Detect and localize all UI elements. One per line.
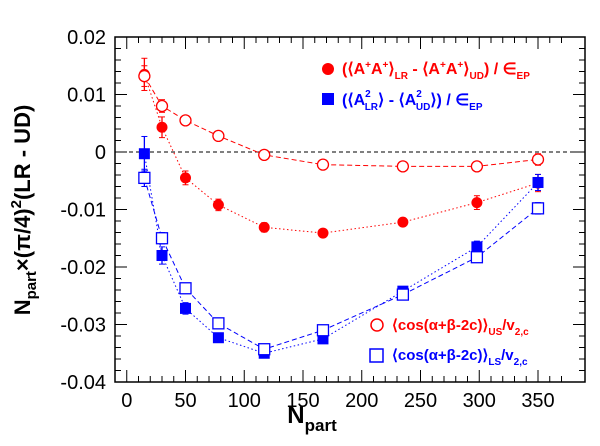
y-tick-label: -0.04 (60, 372, 106, 394)
data-point (138, 148, 150, 160)
x-axis-title: Npart (287, 402, 337, 435)
data-point (138, 171, 151, 185)
data-point (396, 288, 410, 301)
y-tick-label: -0.01 (60, 200, 106, 222)
y-tick-label: 0 (95, 142, 106, 164)
y-tick-label: 0.02 (67, 27, 106, 49)
data-point (212, 199, 224, 211)
data-point (531, 202, 545, 215)
data-point (317, 227, 329, 239)
x-tick-label: 150 (286, 390, 319, 412)
legend-marker-filled-square (322, 93, 334, 105)
data-point (316, 158, 330, 171)
x-tick-label: 200 (345, 390, 378, 412)
legend-item-red-filled: (⟨A+A+⟩LR - ⟨A+A+⟩UD) / ∈EP (322, 60, 530, 82)
legend-marker-open-circle (370, 318, 384, 332)
tick-layer: 0 50 100 150 200 250 300 350 -0.04 -0.03 -0.02 -0.0… (60, 27, 585, 412)
legend-marker-filled-circle (322, 63, 334, 75)
series-open-square (138, 168, 545, 356)
data-point (212, 332, 224, 344)
data-point (138, 69, 151, 83)
data-point (317, 333, 329, 345)
legend-label-red-filled: (⟨A+A+⟩LR - ⟨A+A+⟩UD) / ∈EP (342, 60, 530, 82)
data-point (179, 114, 192, 127)
x-tick-label: 350 (521, 390, 554, 412)
x-tick-label: 0 (121, 390, 132, 412)
series-line (143, 153, 539, 354)
data-point (180, 302, 191, 314)
data-point (258, 221, 270, 233)
data-point (316, 324, 330, 337)
data-point (396, 160, 410, 173)
x-tick-label: 300 (463, 390, 496, 412)
series-open-circle (138, 65, 545, 173)
data-point (212, 129, 225, 143)
data-point (155, 99, 169, 113)
data-point (156, 250, 168, 261)
x-tick-label: 100 (228, 390, 261, 412)
data-point (471, 241, 483, 253)
series-layer (138, 57, 545, 359)
data-point (156, 121, 168, 133)
y-tick-label: 0.01 (67, 85, 106, 107)
data-point (531, 153, 545, 166)
data-point (470, 160, 484, 173)
data-point (155, 232, 169, 245)
y-axis-title: Npart×(π/4)2(LR - UD) (8, 105, 40, 316)
data-point (532, 176, 544, 188)
y-tick-label: -0.02 (60, 257, 106, 279)
data-point (471, 197, 483, 209)
data-point (180, 172, 191, 184)
x-tick-label: 50 (174, 390, 196, 412)
legend-marker-open-square (369, 348, 384, 363)
data-point (470, 251, 484, 264)
data-point (397, 216, 409, 228)
data-point (179, 282, 192, 295)
data-point (258, 148, 271, 162)
y-tick-label: -0.03 (60, 315, 106, 337)
data-point (212, 317, 225, 330)
x-tick-label: 250 (404, 390, 437, 412)
data-point (258, 343, 271, 356)
